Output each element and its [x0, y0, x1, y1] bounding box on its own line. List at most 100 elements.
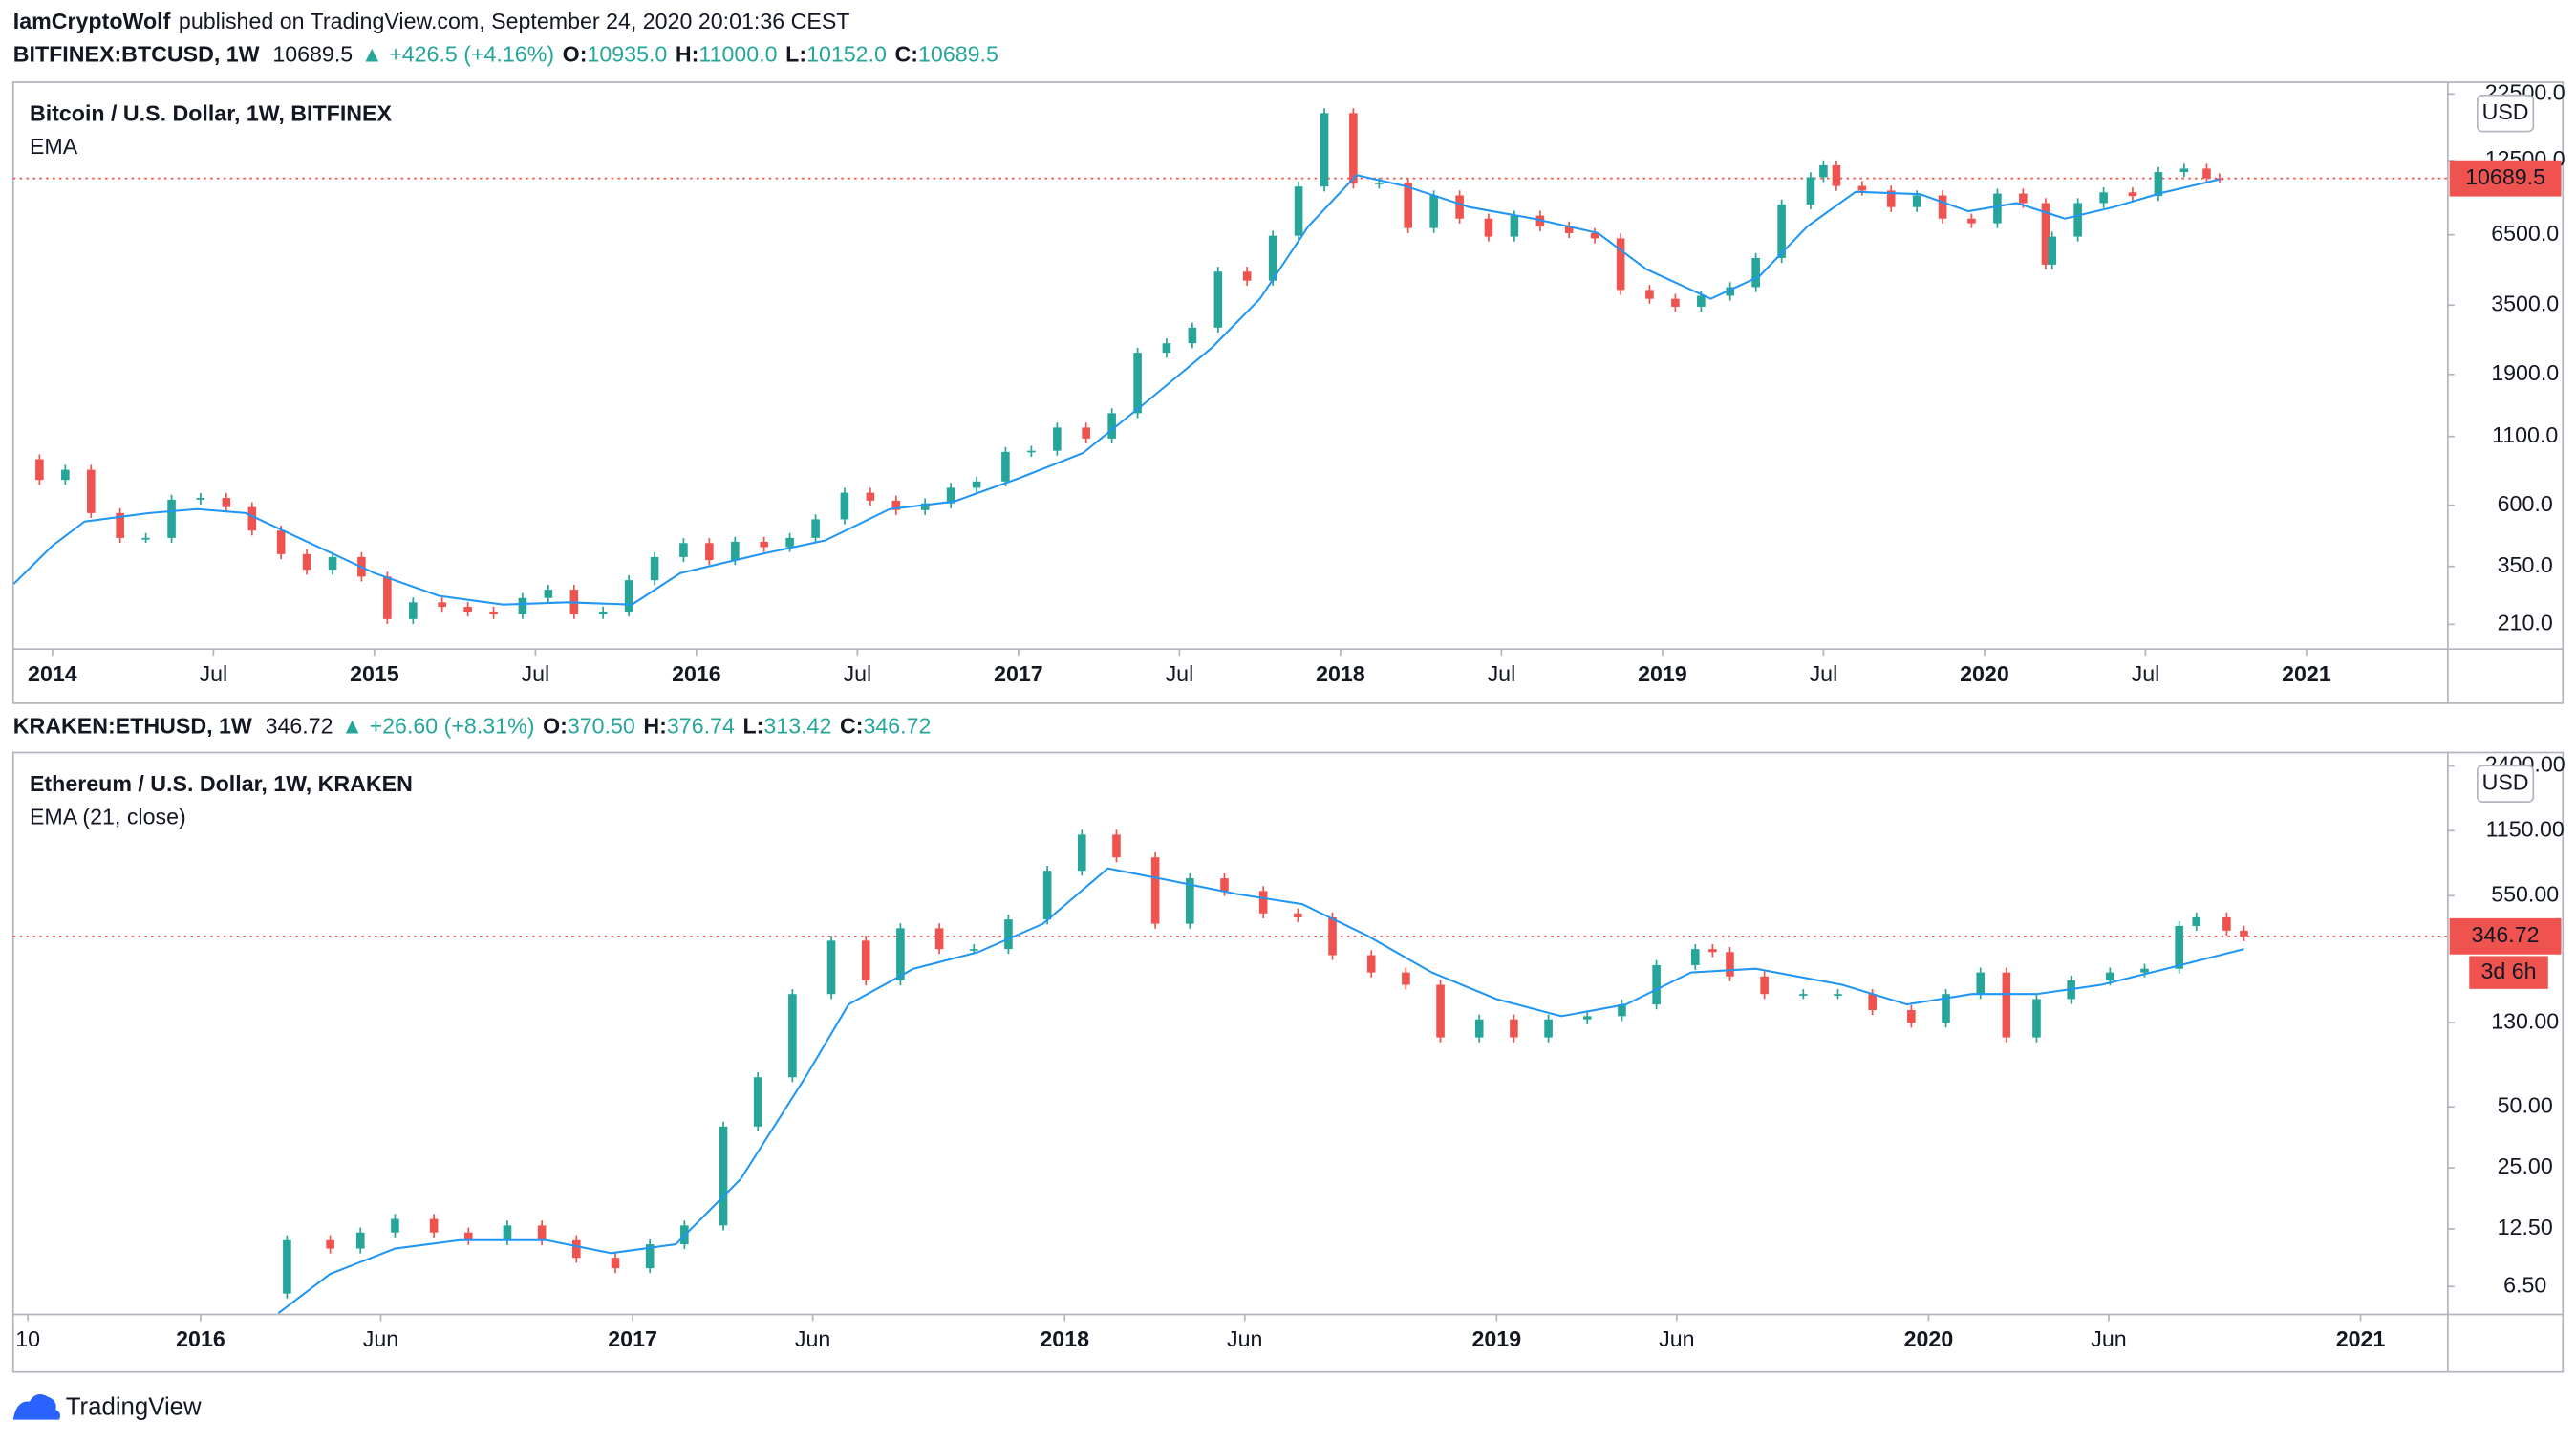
candle-body: [1671, 298, 1680, 307]
candle-body: [2041, 203, 2050, 265]
candle-body: [598, 612, 608, 614]
countdown-box: [2469, 956, 2548, 989]
candle-body: [2215, 178, 2224, 181]
candle-body: [1618, 1004, 1626, 1017]
x-tick-label: Jul: [522, 661, 550, 686]
candle-body: [409, 602, 418, 619]
candle-body: [826, 940, 836, 995]
candle-body: [1402, 972, 1410, 985]
candle-body: [196, 498, 205, 500]
candle-body: [1777, 204, 1786, 258]
candle-body: [1938, 195, 1947, 219]
candle-body: [811, 519, 820, 538]
candle-body: [489, 612, 498, 614]
logo-cloud: [12, 1393, 61, 1420]
candle-body: [167, 499, 176, 538]
symbol-line: BITFINEX:BTCUSD, 1W 10689.5 ▲ +426.5 (+4.1…: [13, 42, 998, 67]
candle-body: [1349, 113, 1358, 184]
change: ▲ +26.60 (+8.31%): [341, 714, 534, 739]
candle-body: [934, 928, 944, 950]
candle-body: [1220, 878, 1229, 892]
candle-body: [1042, 871, 1052, 920]
candle-body: [1645, 290, 1654, 299]
candle-body: [1004, 919, 1013, 950]
ohlc-label: H:: [676, 42, 698, 67]
ohlc-label: L:: [742, 714, 763, 739]
candle-body: [1697, 295, 1706, 307]
x-tick-label: 2018: [1040, 1326, 1089, 1351]
candle-body: [753, 1077, 762, 1127]
candle-body: [731, 541, 740, 561]
currency: USD: [2482, 99, 2529, 124]
candle-body: [302, 553, 311, 571]
candle-body: [1258, 891, 1268, 914]
candle-body: [1868, 994, 1877, 1011]
candle-body: [645, 1244, 655, 1269]
last-price-box: [2449, 160, 2562, 197]
currency-box: [2476, 94, 2535, 133]
candle-body: [1907, 1010, 1916, 1023]
candle-body: [969, 949, 978, 951]
candle-body: [1366, 955, 1376, 973]
candle-body: [1834, 994, 1842, 996]
candle-body: [1857, 185, 1867, 191]
candle-body: [1726, 287, 1734, 296]
candle-body: [383, 576, 392, 619]
legend-entry: Bitcoin / U.S. Dollar, 1W, BITFINEX: [30, 100, 393, 125]
candle-body: [679, 543, 688, 557]
ohlc-value: 10935.0: [587, 42, 667, 67]
candle-body: [1564, 226, 1574, 233]
candle-body: [1799, 994, 1808, 996]
x-tick-label: 2015: [350, 661, 399, 686]
y-tick-label: 550.00: [2491, 881, 2559, 906]
candle-body: [2032, 999, 2041, 1038]
currency: USD: [2482, 769, 2529, 794]
x-tick-label: 2017: [608, 1326, 657, 1351]
candle-body: [2019, 193, 2028, 204]
ohlc-label: H:: [643, 714, 666, 739]
candle-body: [2140, 968, 2149, 973]
published: published on TradingView.com, September …: [179, 9, 850, 33]
candle-body: [1976, 972, 1985, 995]
x-tick-label: 2021: [2282, 661, 2331, 686]
ohlc-value: 313.42: [763, 714, 831, 739]
candle-body: [1436, 984, 1445, 1038]
candle-body: [1582, 1016, 1592, 1020]
y-tick-label: 1150.00: [2486, 816, 2565, 841]
x-tick-label: Jul: [1488, 661, 1516, 686]
y-tick-label: 1900.0: [2491, 360, 2559, 385]
y-tick-label: 50.00: [2498, 1092, 2553, 1117]
x-tick-label: Jun: [795, 1326, 830, 1351]
x-tick-label: Jun: [363, 1326, 398, 1351]
candle-body: [283, 1239, 291, 1294]
ema-line: [277, 867, 2244, 1314]
last-price-label: 10689.5: [2465, 164, 2545, 189]
author-line: IamCryptoWolf published on TradingView.co…: [13, 9, 850, 33]
ohlc-label: L:: [785, 42, 806, 67]
candle-body: [861, 940, 870, 981]
panel-frame: [11, 81, 2565, 704]
candle-body: [1242, 271, 1252, 281]
candle-body: [1544, 1019, 1553, 1038]
candle-body: [972, 481, 981, 488]
y-tick-label: 1100.0: [2492, 422, 2558, 447]
candle-body: [1455, 195, 1464, 219]
candle-body: [1294, 186, 1303, 236]
candle-body: [1474, 1019, 1484, 1038]
candle-body: [866, 492, 875, 501]
candle-body: [1162, 343, 1171, 354]
candle-body: [1942, 994, 1950, 1023]
candle-body: [2154, 172, 2163, 197]
candle-body: [141, 537, 150, 540]
x-tick-label: Jun: [2091, 1326, 2126, 1351]
last-price-label: 346.72: [2472, 922, 2540, 947]
candle-body: [2073, 203, 2082, 237]
candle-body: [2192, 916, 2201, 926]
y-tick-label: 130.00: [2491, 1008, 2559, 1033]
symbol-line: KRAKEN:ETHUSD, 1W 346.72 ▲ +26.60 (+8.31%)…: [13, 714, 932, 739]
x-tick-label: Jul: [1166, 661, 1194, 686]
x-tick-label: Jun: [1227, 1326, 1262, 1351]
candle-body: [1708, 949, 1717, 953]
